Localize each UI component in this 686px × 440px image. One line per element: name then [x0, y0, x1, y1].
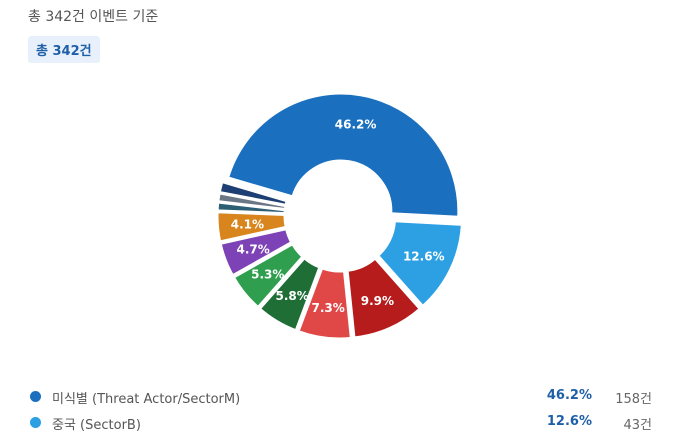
total-count-badge: 총 342건: [28, 36, 100, 63]
legend-label: 미식별 (Threat Actor/SectorM): [52, 392, 241, 407]
legend-item[interactable]: 중국 (SectorB) 12.6% 43건: [0, 410, 686, 436]
donut-slice-9[interactable]: [345, 255, 423, 340]
legend-count: 43건: [623, 418, 652, 433]
legend-dot-icon: [30, 391, 41, 402]
slice-label-6: 5.3%: [251, 268, 284, 282]
legend-dot-icon: [30, 417, 41, 428]
slice-label-5: 4.7%: [237, 242, 270, 256]
slice-label-9: 9.9%: [361, 294, 394, 308]
donut-chart: 46.2% 4.1% 4.7% 5.3% 5.8%7.3% 9.9% 12.6%: [215, 91, 464, 341]
legend-item[interactable]: 미식별 (Threat Actor/SectorM) 46.2% 158건: [0, 384, 686, 410]
donut-slice-7[interactable]: [257, 255, 322, 333]
slice-label-8: 7.3%: [311, 301, 344, 315]
slice-label-10: 12.6%: [403, 249, 445, 263]
donut-slice-5[interactable]: [218, 226, 294, 278]
donut-slice-0[interactable]: [225, 91, 461, 219]
legend-percent: 46.2%: [546, 388, 592, 403]
slice-label-4: 4.1%: [231, 217, 264, 231]
donut-slice-8[interactable]: [296, 265, 354, 341]
slice-label-0: 46.2%: [335, 117, 377, 131]
legend-percent: 12.6%: [546, 414, 592, 429]
donut-slice-10[interactable]: [375, 219, 464, 309]
slice-label-7: 5.8%: [276, 289, 309, 303]
legend-label: 중국 (SectorB): [52, 418, 141, 433]
legend-count: 158건: [615, 392, 652, 407]
chart-subtitle: 총 342건 이벤트 기준: [28, 9, 159, 25]
donut-slice-6[interactable]: [231, 241, 306, 310]
